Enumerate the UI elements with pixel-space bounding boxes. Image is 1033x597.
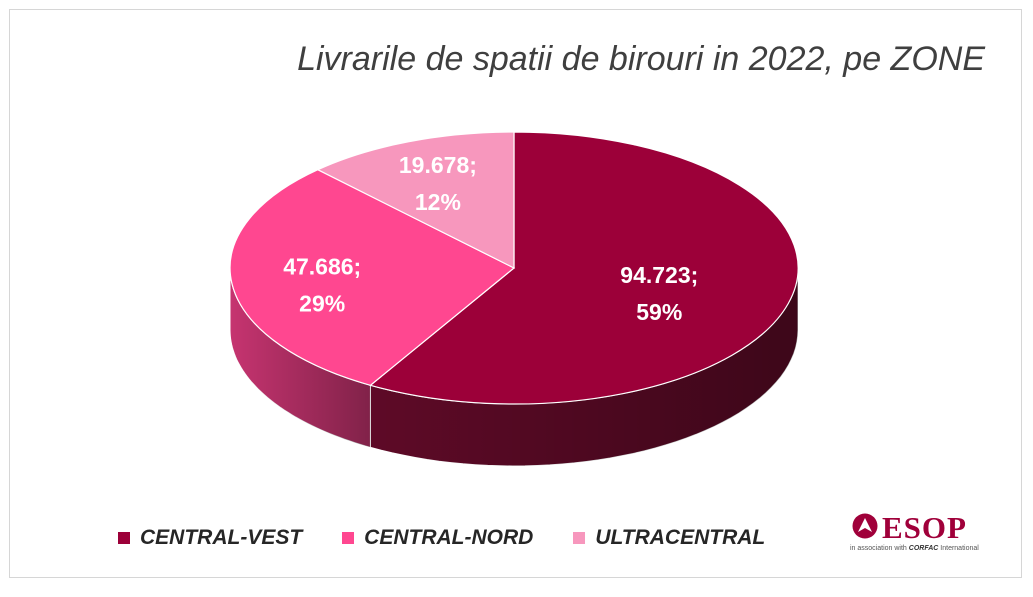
esop-logo-tagline: in association with CORFAC International (850, 545, 979, 552)
legend-label-central-nord: CENTRAL-NORD (364, 526, 534, 549)
esop-logo: ESOP in association with CORFAC Internat… (848, 510, 979, 560)
legend-swatch-central-nord (342, 532, 355, 544)
legend-item-ultracentral: ULTRACENTRAL (573, 526, 765, 550)
pie-slice-central-nord (229, 169, 516, 386)
data-label-ultracentral: 19.678; 12% (399, 152, 477, 215)
pie-slice-ultracentral (316, 131, 515, 269)
chart-title: Livrarile de spatii de birouri in 2022, … (297, 40, 985, 78)
pie-slice-central-vest (369, 131, 799, 405)
legend-swatch-central-vest (118, 532, 130, 544)
data-label-central-vest: 94.723; 59% (620, 262, 698, 325)
legend-item-central-nord: CENTRAL-NORD (342, 526, 533, 550)
esop-logo-text: ESOP (882, 510, 967, 545)
pie-side-shade-central-vest (370, 268, 798, 466)
legend-item-central-vest: CENTRAL-VEST (118, 526, 302, 550)
esop-logo-icon (852, 513, 878, 539)
chart-legend: CENTRAL-VEST CENTRAL-NORD ULTRACENTRAL (118, 526, 765, 550)
legend-label-central-vest: CENTRAL-VEST (140, 526, 303, 549)
data-label-central-nord: 47.686; 29% (283, 254, 361, 317)
legend-label-ultracentral: ULTRACENTRAL (595, 526, 766, 549)
legend-swatch-ultracentral (573, 532, 586, 544)
